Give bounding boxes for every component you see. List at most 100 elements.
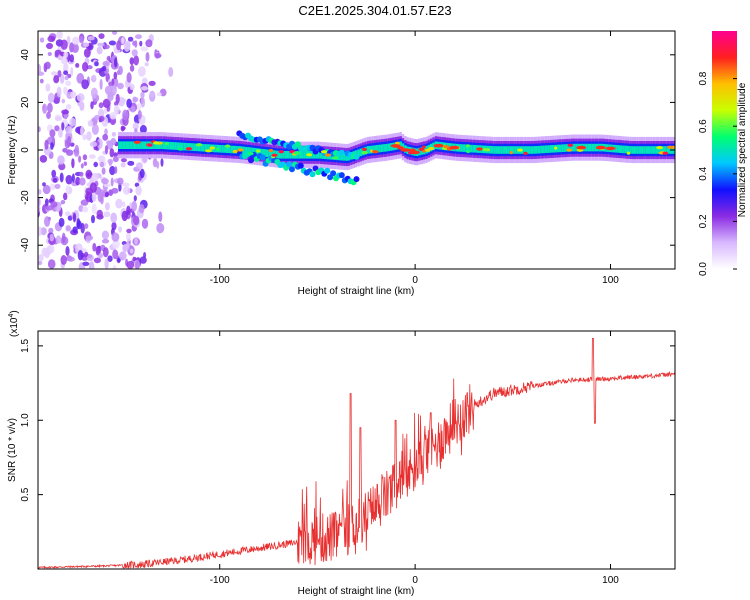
spectrogram-branch-blob (297, 162, 304, 169)
spectrogram-ridge-cell (160, 141, 163, 149)
spectrogram-noise-blob (75, 176, 81, 186)
spectrogram-noise-blob (72, 212, 77, 223)
spectrogram-noise-blob (139, 256, 147, 264)
spectrogram-heatmap (38, 31, 675, 269)
spectrogram-ridge-cell (315, 151, 318, 159)
spectrogram-noise-blob (117, 82, 124, 90)
snr-series-line (37, 338, 676, 570)
spectrogram-noise-blob (140, 91, 145, 99)
spectrogram-ridge-cell (158, 141, 161, 149)
spectrogram-noise-blob (72, 226, 78, 234)
spectrogram-ridge-cell (319, 151, 323, 159)
spectrogram-ridge-cell (153, 141, 156, 149)
spectrogram-noise-blob (39, 78, 44, 84)
spectrogram-noise-blob (79, 171, 84, 177)
spectrogram-peak (465, 144, 470, 148)
spectrogram-noise-blob (44, 216, 51, 227)
spectrogram-peak (331, 156, 339, 160)
spectrogram-peak (271, 153, 278, 157)
spectrogram-noise-blob (69, 54, 74, 63)
spectrogram-ridge-cell (265, 149, 269, 157)
spectrogram-noise-blob (59, 172, 64, 183)
spectrogram-noise-blob (122, 109, 129, 121)
spectrogram-ridge-cell (282, 151, 285, 159)
spectrogram-noise-blob (78, 205, 84, 212)
spectrogram-ridge-cell (512, 146, 515, 154)
spectrogram-noise-blob (111, 187, 119, 194)
snr-y-tick-label: 1.5 (20, 338, 31, 352)
spectrogram-noise-blob (52, 177, 58, 183)
spectrogram-peak (237, 148, 244, 152)
spectrogram-ridge-cell (474, 145, 477, 153)
spectrogram-noise-blob (154, 53, 162, 59)
spectrogram-noise-blob (59, 73, 65, 84)
spectrogram-noise-blob (90, 87, 98, 99)
spectrogram-noise-blob (104, 191, 109, 198)
spectrogram-peak (395, 141, 400, 145)
spectrogram-peak (177, 147, 184, 151)
spectrogram-ridge-cell (549, 145, 552, 153)
spectrogram-noise-blob (141, 77, 148, 85)
snr-x-label: Height of straight line (km) (298, 586, 415, 597)
spectrogram-peak (361, 151, 368, 155)
spectrogram-noise-blob (53, 75, 60, 84)
spectrogram-noise-blob (91, 124, 99, 135)
spectrogram-branch-blob (324, 167, 331, 174)
spectrogram-noise-blob (85, 187, 93, 196)
spectrogram-noise-blob (58, 217, 65, 227)
colorbar-tick-label: 0.2 (698, 214, 709, 228)
spectrogram-y-tick-label: -40 (20, 238, 31, 253)
spectrogram-noise-blob (101, 167, 106, 175)
spectrogram-peak (278, 150, 284, 154)
spectrogram-noise-blob (75, 63, 80, 68)
spectrogram-ridge-cell (369, 145, 372, 154)
spectrogram-noise-blob (39, 37, 45, 43)
spectrogram-ridge-cell (502, 146, 506, 154)
spectrogram-noise-blob (54, 183, 61, 189)
spectrogram-noise-blob (121, 182, 130, 187)
spectrogram-noise-blob (76, 220, 82, 230)
spectrogram-peak (215, 147, 220, 151)
spectrogram-ridge-cell (561, 144, 564, 152)
spectrogram-noise-blob (109, 117, 117, 125)
spectrogram-ridge-cell (317, 151, 320, 159)
spectrogram-noise-blob (140, 86, 149, 91)
spectrogram-ridge-cell (622, 145, 625, 154)
spectrogram-noise-blob (127, 36, 134, 42)
spectrogram-ridge-cell (244, 146, 248, 155)
spectrogram-noise-blob (113, 57, 118, 68)
spectrogram-ridge-cell (617, 145, 620, 153)
spectrogram-ridge-cell (132, 141, 135, 149)
spectrogram-noise-blob (122, 201, 126, 208)
spectrogram-noise-blob (109, 148, 115, 158)
spectrogram-noise-blob (83, 161, 88, 166)
spectrogram-ridge-cell (214, 144, 217, 153)
spectrogram-noise-blob (114, 166, 118, 174)
spectrogram-ridge-cell (289, 151, 292, 159)
spectrogram-ridge-cell (659, 146, 663, 154)
spectrogram-noise-blob (121, 210, 128, 222)
spectrogram-noise-blob (80, 126, 84, 137)
spectrogram-ridge-cell (120, 141, 123, 149)
spectrogram-peak (209, 146, 216, 150)
spectrogram-ridge-cell (312, 151, 316, 159)
spectrogram-ridge-cell (226, 145, 229, 153)
spectrogram-ridge-cell (467, 144, 470, 153)
spectrogram-noise-blob (139, 168, 145, 179)
spectrogram-noise-blob (65, 149, 74, 156)
spectrogram-noise-blob (45, 83, 51, 92)
spectrogram-noise-blob (126, 228, 132, 234)
spectrogram-ridge-cell (547, 145, 550, 153)
spectrogram-ridge-cell (530, 146, 534, 154)
spectrogram-ridge-cell (655, 146, 658, 154)
spectrogram-noise-blob (82, 206, 89, 213)
spectrogram-ridge-cell (167, 141, 170, 150)
spectrogram-noise-blob (104, 258, 109, 269)
spectrogram-x-tick-label: -100 (210, 275, 230, 286)
spectrogram-ridge-cell (366, 146, 370, 154)
spectrogram-ridge-cell (279, 151, 283, 159)
spectrogram-ridge-cell (179, 142, 182, 151)
spectrogram-y-tick-label: 40 (20, 49, 31, 61)
spectrogram-noise-blob (65, 80, 72, 86)
spectrogram-noise-blob (79, 177, 86, 186)
